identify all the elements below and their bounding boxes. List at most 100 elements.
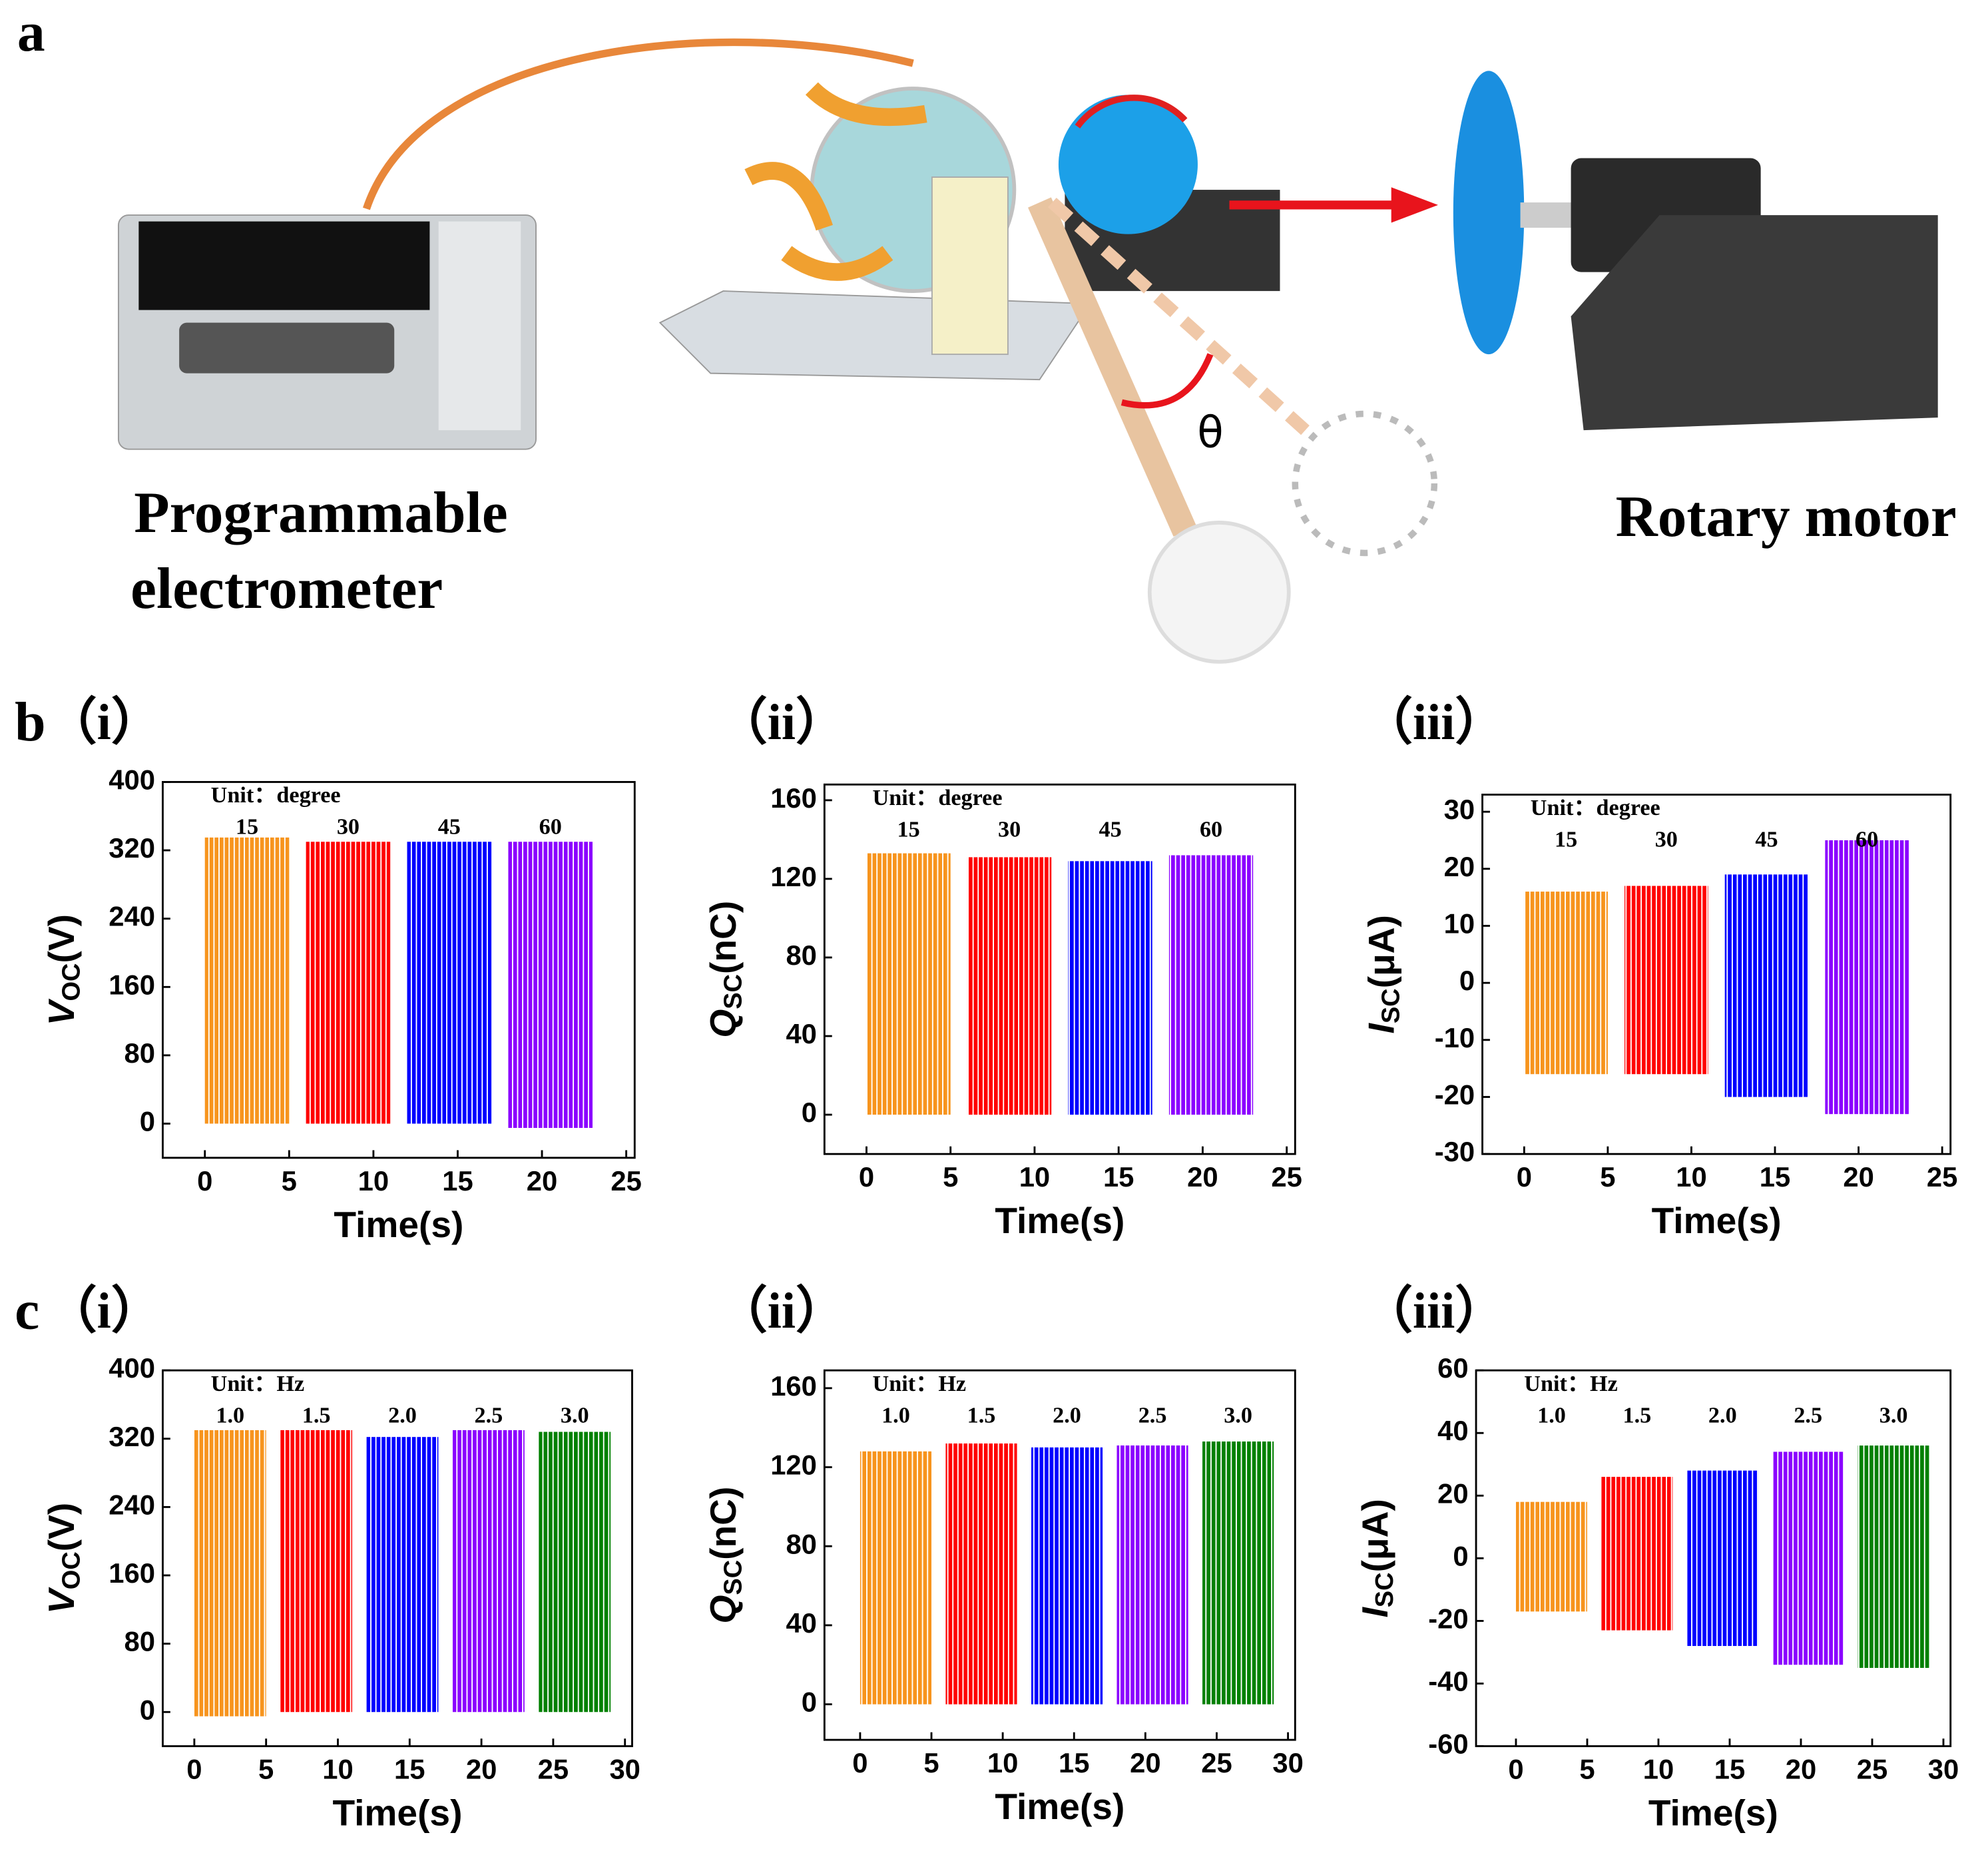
annotation: Unit：Hz bbox=[211, 1372, 305, 1396]
x-tick-label: 15 bbox=[1103, 1161, 1134, 1192]
y-tick-label: 80 bbox=[786, 1528, 817, 1559]
signal-band bbox=[280, 1430, 353, 1713]
y-tick-label: -20 bbox=[1435, 1079, 1475, 1111]
x-tick-label: 25 bbox=[1857, 1754, 1888, 1785]
y-axis-title: VOC(V) bbox=[41, 914, 86, 1025]
caption: Programmable bbox=[134, 480, 508, 545]
signal-band bbox=[1515, 1501, 1587, 1612]
panel-label: （ii） bbox=[717, 1283, 846, 1339]
segment-label: 3.0 bbox=[1224, 1403, 1252, 1428]
segment-label: 45 bbox=[438, 815, 461, 840]
y-tick-label: 40 bbox=[786, 1018, 817, 1049]
x-tick-label: 0 bbox=[1508, 1754, 1523, 1785]
signal-band bbox=[1524, 892, 1608, 1075]
y-tick-label: 0 bbox=[802, 1687, 817, 1718]
signal-band bbox=[945, 1443, 1017, 1705]
x-tick-label: 10 bbox=[1676, 1161, 1707, 1192]
signal-band bbox=[452, 1430, 525, 1713]
segment-label: 45 bbox=[1099, 817, 1121, 842]
y-axis-symbol: Q bbox=[702, 1595, 744, 1624]
y-axis-subscript: SC bbox=[1371, 1572, 1399, 1607]
y-axis-title: QSC(nC) bbox=[702, 1487, 748, 1624]
disk bbox=[1058, 95, 1198, 234]
y-tick-label: 0 bbox=[1453, 1540, 1468, 1571]
segment-label: 2.0 bbox=[388, 1403, 417, 1428]
segment-label: 3.0 bbox=[1879, 1403, 1908, 1428]
signal-band bbox=[306, 842, 391, 1124]
segment-label: 1.5 bbox=[967, 1403, 996, 1428]
segment-label: 2.5 bbox=[475, 1403, 503, 1428]
x-axis-title: Time(s) bbox=[995, 1200, 1124, 1241]
motor-disk bbox=[1453, 71, 1525, 355]
y-axis-unit: (nC) bbox=[702, 1487, 744, 1560]
y-axis-symbol: I bbox=[1354, 1607, 1395, 1618]
segment-label: 15 bbox=[236, 815, 258, 840]
rotation-arrow bbox=[1075, 95, 1188, 129]
y-axis-symbol: I bbox=[1360, 1022, 1401, 1033]
signal-band bbox=[1202, 1441, 1274, 1705]
panel-label: a bbox=[17, 1, 45, 63]
signal-band bbox=[866, 853, 951, 1115]
signal-band bbox=[508, 842, 593, 1128]
y-tick-label: 20 bbox=[1444, 851, 1475, 882]
signal-band bbox=[1601, 1477, 1673, 1631]
y-axis-subscript: SC bbox=[719, 974, 747, 1009]
segment-label: 2.0 bbox=[1708, 1403, 1737, 1428]
signal-band bbox=[407, 842, 492, 1124]
x-tick-label: 20 bbox=[1187, 1161, 1218, 1192]
diagram: a θ Programmable electrometer Rotary mot… bbox=[17, 1, 1957, 664]
x-tick-label: 5 bbox=[943, 1161, 958, 1192]
arrowhead bbox=[1391, 187, 1439, 223]
y-axis-unit: (nC) bbox=[702, 901, 744, 974]
y-tick-label: 0 bbox=[140, 1694, 155, 1725]
annotation: Unit：degree bbox=[1531, 796, 1660, 820]
signal-band bbox=[860, 1451, 932, 1705]
y-tick-label: 400 bbox=[109, 1352, 155, 1384]
x-tick-label: 20 bbox=[527, 1165, 558, 1196]
signal-band bbox=[1068, 861, 1152, 1115]
signal-band bbox=[1724, 874, 1809, 1097]
x-tick-label: 10 bbox=[1019, 1161, 1050, 1192]
y-axis-unit: (V) bbox=[41, 1503, 82, 1551]
signal-band bbox=[1031, 1447, 1103, 1705]
segment-label: 45 bbox=[1755, 828, 1778, 852]
segment-label: 30 bbox=[998, 817, 1021, 842]
x-tick-label: 5 bbox=[923, 1747, 939, 1778]
annotation: Unit：degree bbox=[873, 786, 1003, 810]
signal-band bbox=[1825, 840, 1909, 1115]
y-axis-unit: (V) bbox=[41, 914, 82, 963]
y-tick-label: 160 bbox=[770, 1370, 817, 1402]
segment-label: 15 bbox=[897, 817, 919, 842]
plot-frame bbox=[1481, 794, 1952, 1155]
x-tick-label: 15 bbox=[1760, 1161, 1791, 1192]
y-tick-label: 80 bbox=[786, 939, 817, 971]
signal-band bbox=[1624, 886, 1708, 1075]
x-tick-label: 10 bbox=[987, 1747, 1019, 1778]
x-tick-label: 30 bbox=[1272, 1747, 1304, 1778]
x-tick-label: 15 bbox=[1714, 1754, 1746, 1785]
segment-label: 1.0 bbox=[881, 1403, 910, 1428]
x-tick-label: 20 bbox=[1130, 1747, 1161, 1778]
motor-stage bbox=[1571, 215, 1938, 431]
annotation: Unit：degree bbox=[211, 783, 341, 808]
y-axis-title: QSC(nC) bbox=[702, 901, 748, 1038]
x-tick-label: 10 bbox=[358, 1165, 389, 1196]
x-tick-label: 20 bbox=[1843, 1161, 1873, 1192]
segment-label: 1.5 bbox=[1623, 1403, 1652, 1428]
plot-frame bbox=[162, 781, 636, 1159]
y-axis-title: VOC(V) bbox=[41, 1503, 86, 1614]
signal-band bbox=[539, 1432, 611, 1713]
x-axis-title: Time(s) bbox=[995, 1786, 1124, 1827]
signal-band bbox=[1168, 855, 1254, 1115]
y-tick-label: 0 bbox=[802, 1097, 817, 1128]
pendulum-ghost bbox=[1048, 198, 1310, 435]
segment-label: 1.0 bbox=[1537, 1403, 1566, 1428]
x-tick-label: 5 bbox=[1579, 1754, 1595, 1785]
x-tick-label: 5 bbox=[282, 1165, 297, 1196]
segment-label: 30 bbox=[1655, 828, 1678, 852]
display bbox=[138, 221, 430, 310]
y-axis-subscript: SC bbox=[719, 1560, 747, 1595]
x-tick-label: 25 bbox=[1201, 1747, 1232, 1778]
